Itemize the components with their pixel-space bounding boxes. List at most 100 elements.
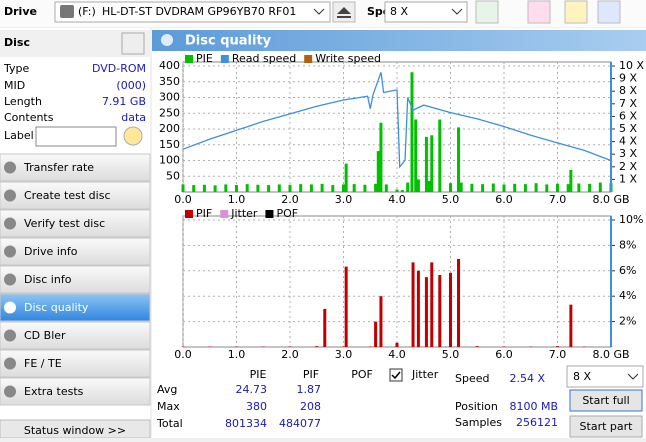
refresh-button[interactable] [475,0,499,24]
stats-label: Avg [157,383,177,396]
stats-label: Position [455,400,498,413]
nav-label: CD Bler [24,329,66,342]
nav-icon [4,301,16,314]
nav-label: Transfer rate [23,161,94,174]
nav-button[interactable] [0,377,151,406]
y-tick-label: 150 [159,138,180,151]
drive-label: Drive [4,5,37,18]
disc-value: 7.91 GB [102,95,146,108]
nav-button[interactable] [0,237,151,266]
y2-tick-label: 2% [619,315,636,328]
speed-select-2[interactable] [566,365,644,388]
stats-value: 24.73 [236,383,268,396]
legend-label: PIF [196,207,212,220]
y2-tick-label: 9 X [619,72,637,85]
x-tick-label: 6.0 [495,193,513,206]
legend-label: Read speed [232,52,296,65]
stats-value: 484077 [279,417,321,430]
label-field-label: Label [4,129,34,142]
stats-header: Jitter [411,368,439,381]
dropdown-arrow [627,373,639,380]
stats-header: POF [351,368,373,381]
x-tick-label: 4.0 [388,348,406,361]
stats-value: 2.54 X [509,372,545,385]
nav-button[interactable] [0,349,151,378]
label-input[interactable] [35,126,117,147]
y-tick-label: 350 [159,75,180,88]
nav-label: Drive info [24,245,78,258]
stats-label: Speed [455,372,489,385]
y2-tick-label: 5 X [619,122,637,135]
nav-label: Verify test disc [24,217,105,230]
nav-label: FE / TE [24,357,62,370]
stats-value: 1.87 [297,383,322,396]
nav-button[interactable] [0,209,151,238]
y2-tick-label: 8% [619,238,636,251]
legend-label: Write speed [315,52,381,65]
y2-tick-label: 7 X [619,97,637,110]
disc-field: MID [4,79,25,92]
stats-value: 208 [300,400,321,413]
drive-select[interactable] [54,1,331,23]
eject-icon [337,7,351,18]
y-tick-label: 50 [166,169,180,182]
start-full-button[interactable] [569,389,643,412]
legend-label: PIE [196,52,213,65]
x-tick-label: 6.0 [495,348,513,361]
y-tick-label: 200 [159,122,180,135]
label-button[interactable] [123,126,143,146]
nav-button[interactable] [0,321,151,350]
panel-title: Disc quality [185,34,272,49]
nav-label: Disc info [24,273,72,286]
y2-tick-label: 6% [619,264,636,277]
start-part-button[interactable] [569,415,643,438]
charts: 0.0 1.0 2.0 3.0 4.0 5.0 6.0 7.0 8.0 GB 50 100 150 20… [159,52,644,361]
disc-refresh[interactable] [121,32,145,55]
speed-select-value: 8 X [573,370,591,383]
stats-value: 256121 [516,416,558,429]
erase-button[interactable] [527,0,551,24]
y2-tick-label: 3 X [619,147,637,160]
x-tick-label: 5.0 [442,348,460,361]
start-full-text: Start full [582,394,629,407]
nav-button[interactable] [0,153,151,182]
nav-button[interactable] [0,265,151,294]
save-button[interactable] [597,0,621,24]
x-tick-label: 7.0 [549,348,567,361]
stats-value: 380 [246,400,267,413]
stats-header: PIF [303,368,319,381]
y-tick-label: 100 [159,154,180,167]
stats-label: Samples [455,416,502,429]
speed-select[interactable] [384,1,468,23]
x-tick-label: 0.0 [174,348,192,361]
disc-value: DVD-ROM [92,62,146,75]
y2-tick-label: 8 X [619,84,637,97]
x-tick-label: 1.0 [228,193,246,206]
y2-tick-label: 1 X [619,172,637,185]
legend-label: Jitter [230,207,258,220]
nav-icon [4,245,16,258]
stats-value: 801334 [225,417,267,430]
nav-icon [4,357,16,370]
legend-swatch [220,55,229,63]
nav-icon [4,385,16,398]
x-tick-label: 3.0 [335,348,353,361]
nav-button[interactable] [0,293,151,322]
drive-icon [60,5,74,18]
x-tick-label: 3.0 [335,193,353,206]
disc-info: Type DVD-ROM MID (000) Length 7.91 GB Contents… [3,62,146,124]
settings-button[interactable] [564,0,588,24]
stats-header: PIE [250,368,267,381]
legend-swatch [265,210,274,218]
stats-label: Max [157,400,180,413]
x-tick-label: 2.0 [281,193,299,206]
legend-label: POF [276,207,298,220]
nav-button[interactable] [0,181,151,210]
y-tick-label: 300 [159,91,180,104]
jitter-checkbox[interactable] [389,368,403,382]
legend-swatch [304,55,313,63]
nav-icon [4,273,16,286]
y2-tick-label: 6 X [619,109,637,122]
dropdown-arrow [313,8,325,15]
